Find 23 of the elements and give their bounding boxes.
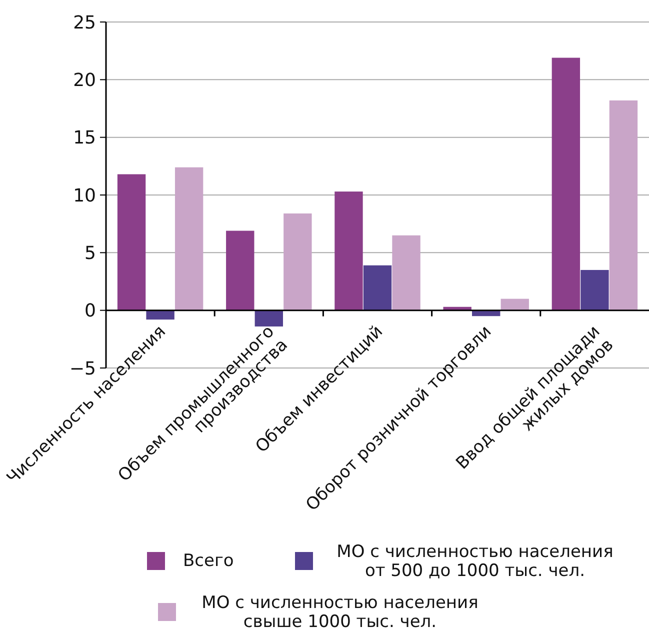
bar [552,58,580,310]
bar [609,100,638,310]
legend-label: МО с численностью населения свыше 1000 тыс. чел. [202,593,478,632]
y-tick-label: 5 [84,242,96,264]
y-tick-label: 20 [73,70,96,91]
bar [580,270,609,310]
legend-label: МО с численностью населения от 500 до 1000 тыс. чел. [336,542,614,581]
y-tick-label: 15 [73,128,96,149]
y-tick-label: 10 [73,185,96,206]
bar [117,174,146,310]
bar [174,167,204,310]
bar [284,213,312,310]
y-tick-label: 0 [84,300,96,322]
bar [363,265,392,310]
bar [254,310,283,326]
bar [146,310,174,320]
y-tick-label: 25 [73,12,96,34]
bar [226,230,254,310]
bar [334,192,363,310]
bar [500,298,529,310]
bar [392,235,420,310]
legend-label: Всего [183,551,234,571]
y-tick-label: −5 [69,358,96,380]
